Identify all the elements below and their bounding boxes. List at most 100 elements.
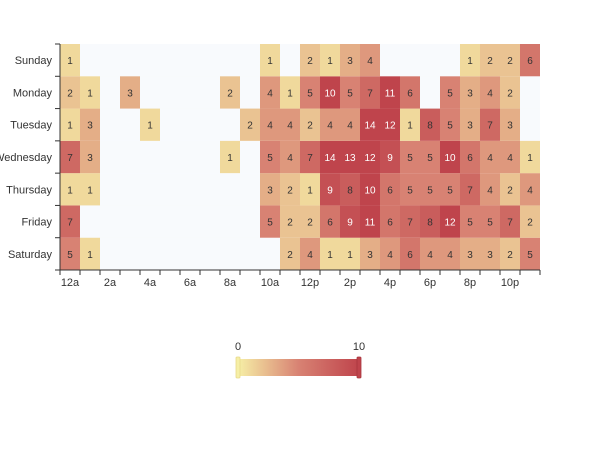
heatmap-cell[interactable] xyxy=(260,205,280,238)
heatmap-cell[interactable] xyxy=(340,140,360,174)
heatmap-cell[interactable] xyxy=(260,44,280,77)
heatmap-cell[interactable] xyxy=(500,108,520,141)
heatmap-cell[interactable] xyxy=(460,173,480,206)
heatmap-cell[interactable] xyxy=(300,237,320,270)
visual-map-min-handle[interactable] xyxy=(235,356,241,379)
heatmap-cell[interactable] xyxy=(220,237,240,270)
heatmap-cell[interactable] xyxy=(180,44,200,77)
heatmap-cell[interactable] xyxy=(480,173,500,206)
heatmap-cell[interactable] xyxy=(120,76,140,109)
heatmap-cell[interactable] xyxy=(300,205,320,238)
heatmap-cell[interactable] xyxy=(480,140,500,174)
heatmap-cell[interactable] xyxy=(520,76,540,109)
heatmap-cell[interactable] xyxy=(200,108,220,141)
heatmap-cell[interactable] xyxy=(100,44,120,77)
heatmap-cell[interactable] xyxy=(520,237,540,270)
heatmap-cell[interactable] xyxy=(160,237,180,270)
heatmap-cell[interactable] xyxy=(320,205,340,238)
heatmap-cell[interactable] xyxy=(180,76,200,109)
heatmap-cell[interactable] xyxy=(240,44,260,77)
heatmap-cell[interactable] xyxy=(200,237,220,270)
heatmap-cell[interactable] xyxy=(440,205,460,238)
visual-map-max-handle[interactable] xyxy=(356,356,362,379)
heatmap-cell[interactable] xyxy=(300,108,320,141)
heatmap-cell[interactable] xyxy=(120,44,140,77)
heatmap-cell[interactable] xyxy=(340,173,360,206)
heatmap-cell[interactable] xyxy=(500,173,520,206)
heatmap-cell[interactable] xyxy=(220,173,240,206)
heatmap-cell[interactable] xyxy=(480,44,500,77)
heatmap-cell[interactable] xyxy=(160,44,180,77)
heatmap-cell[interactable] xyxy=(100,140,120,174)
heatmap-cell[interactable] xyxy=(180,237,200,270)
heatmap-cell[interactable] xyxy=(360,205,380,238)
heatmap-cell[interactable] xyxy=(60,76,80,109)
heatmap-cell[interactable] xyxy=(420,108,440,141)
heatmap-cell[interactable] xyxy=(100,108,120,141)
heatmap-cell[interactable] xyxy=(440,140,460,174)
heatmap-cell[interactable] xyxy=(240,140,260,174)
heatmap-cell[interactable] xyxy=(100,76,120,109)
heatmap-cell[interactable] xyxy=(60,108,80,141)
heatmap-cell[interactable] xyxy=(180,108,200,141)
heatmap-cell[interactable] xyxy=(240,173,260,206)
heatmap-cell[interactable] xyxy=(360,76,380,109)
heatmap-cell[interactable] xyxy=(220,108,240,141)
heatmap-cell[interactable] xyxy=(340,205,360,238)
heatmap-cell[interactable] xyxy=(140,140,160,174)
heatmap-cell[interactable] xyxy=(260,108,280,141)
heatmap-cell[interactable] xyxy=(380,173,400,206)
heatmap-cell[interactable] xyxy=(180,205,200,238)
heatmap-cell[interactable] xyxy=(520,108,540,141)
heatmap-cell[interactable] xyxy=(460,237,480,270)
heatmap-cell[interactable] xyxy=(160,173,180,206)
heatmap-cell[interactable] xyxy=(420,205,440,238)
heatmap-cell[interactable] xyxy=(340,76,360,109)
heatmap-cell[interactable] xyxy=(300,44,320,77)
heatmap-cell[interactable] xyxy=(360,44,380,77)
heatmap-cell[interactable] xyxy=(80,237,100,270)
heatmap-cell[interactable] xyxy=(200,205,220,238)
heatmap-cell[interactable] xyxy=(320,108,340,141)
heatmap-cell[interactable] xyxy=(500,140,520,174)
heatmap-cell[interactable] xyxy=(460,140,480,174)
heatmap-cell[interactable] xyxy=(80,205,100,238)
heatmap-cell[interactable] xyxy=(340,237,360,270)
heatmap-cell[interactable] xyxy=(200,173,220,206)
heatmap-cell[interactable] xyxy=(420,44,440,77)
heatmap-cell[interactable] xyxy=(420,173,440,206)
heatmap-cell[interactable] xyxy=(220,205,240,238)
heatmap-cell[interactable] xyxy=(320,44,340,77)
heatmap-cell[interactable] xyxy=(380,140,400,174)
heatmap-cell[interactable] xyxy=(520,140,540,174)
heatmap-cell[interactable] xyxy=(420,76,440,109)
heatmap-cell[interactable] xyxy=(200,140,220,174)
heatmap-cell[interactable] xyxy=(240,76,260,109)
heatmap-cell[interactable] xyxy=(400,237,420,270)
heatmap-cell[interactable] xyxy=(320,237,340,270)
visual-map-legend[interactable]: 0 10 xyxy=(235,341,365,379)
heatmap-cell[interactable] xyxy=(140,44,160,77)
heatmap-cell[interactable] xyxy=(280,140,300,174)
heatmap-cell[interactable] xyxy=(320,173,340,206)
heatmap-cell[interactable] xyxy=(400,173,420,206)
heatmap-cell[interactable] xyxy=(180,140,200,174)
heatmap-cell[interactable] xyxy=(380,108,400,141)
heatmap-cell[interactable] xyxy=(480,108,500,141)
heatmap-cell[interactable] xyxy=(400,44,420,77)
heatmap-cell[interactable] xyxy=(520,173,540,206)
heatmap-cell[interactable] xyxy=(480,205,500,238)
heatmap-cell[interactable] xyxy=(280,173,300,206)
heatmap-cell[interactable] xyxy=(80,44,100,77)
heatmap-cell[interactable] xyxy=(380,237,400,270)
heatmap-cell[interactable] xyxy=(80,76,100,109)
heatmap-cell[interactable] xyxy=(440,108,460,141)
heatmap-cell[interactable] xyxy=(280,108,300,141)
heatmap-cell[interactable] xyxy=(220,44,240,77)
heatmap-cell[interactable] xyxy=(440,237,460,270)
heatmap-cell[interactable] xyxy=(260,237,280,270)
heatmap-cell[interactable] xyxy=(480,237,500,270)
heatmap-cell[interactable] xyxy=(80,173,100,206)
heatmap-cell[interactable] xyxy=(400,76,420,109)
heatmap-cell[interactable] xyxy=(260,173,280,206)
